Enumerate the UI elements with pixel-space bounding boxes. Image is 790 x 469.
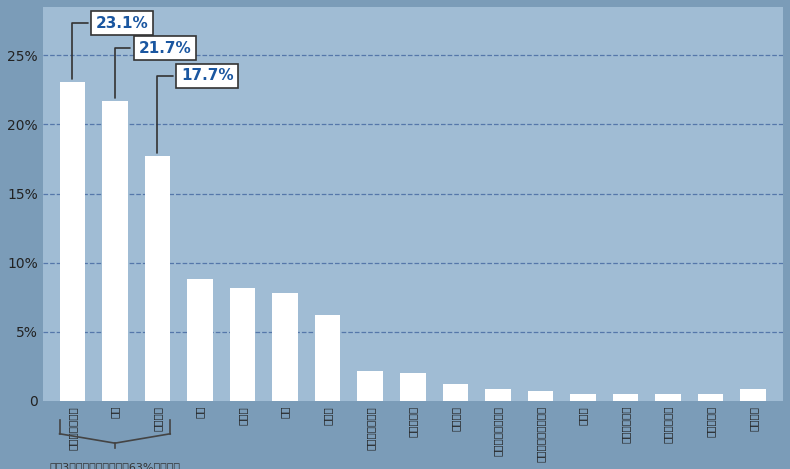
Text: 17.7%: 17.7% (157, 68, 234, 153)
Bar (187, 279, 213, 401)
Bar (400, 373, 426, 401)
Bar (145, 156, 170, 401)
Text: 21.7%: 21.7% (115, 40, 191, 98)
Bar (656, 394, 681, 401)
Bar (570, 394, 596, 401)
Bar (315, 315, 340, 401)
Bar (740, 388, 766, 401)
Bar (528, 391, 553, 401)
Bar (442, 385, 468, 401)
Text: この3つだけで板金加工の63%を占める: この3つだけで板金加工の63%を占める (50, 462, 180, 469)
Text: 23.1%: 23.1% (73, 15, 149, 79)
Bar (613, 394, 638, 401)
Bar (59, 82, 85, 401)
Bar (230, 287, 255, 401)
Bar (698, 394, 724, 401)
Bar (358, 371, 383, 401)
Bar (102, 101, 128, 401)
Bar (485, 388, 510, 401)
Bar (273, 293, 298, 401)
